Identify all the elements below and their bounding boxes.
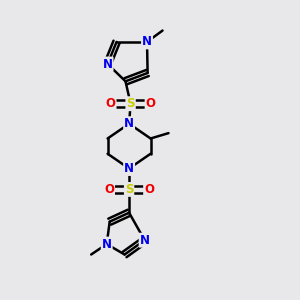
Text: O: O — [104, 183, 114, 196]
Text: N: N — [142, 35, 152, 48]
Text: N: N — [124, 162, 134, 175]
Text: O: O — [106, 97, 116, 110]
Text: N: N — [124, 117, 134, 130]
Text: O: O — [146, 97, 156, 110]
Text: N: N — [140, 234, 150, 247]
Text: N: N — [102, 238, 112, 250]
Text: S: S — [125, 183, 133, 196]
Text: S: S — [126, 97, 135, 110]
Text: N: N — [103, 58, 112, 70]
Text: O: O — [144, 183, 154, 196]
